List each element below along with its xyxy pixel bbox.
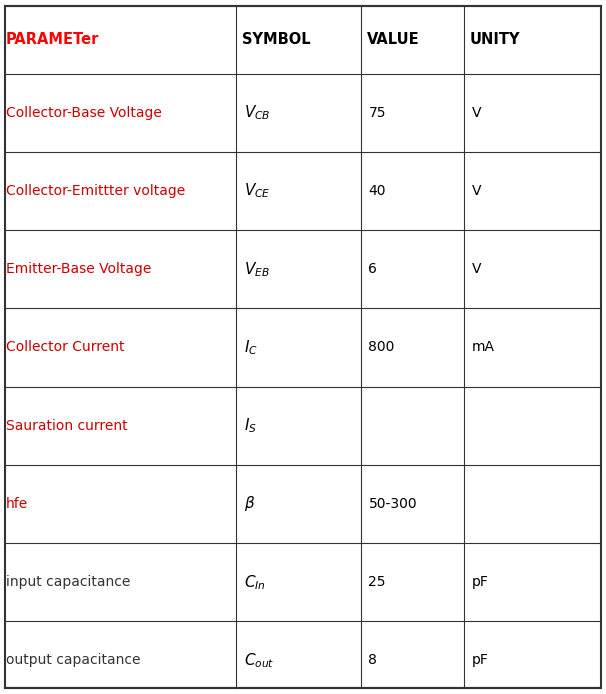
- Text: V: V: [471, 262, 481, 276]
- Text: 40: 40: [368, 184, 386, 198]
- Text: V: V: [471, 105, 481, 119]
- Text: $V_{EB}$: $V_{EB}$: [244, 260, 270, 278]
- Text: 8: 8: [368, 654, 378, 668]
- Text: $C_{out}$: $C_{out}$: [244, 651, 275, 670]
- Text: hfe: hfe: [6, 497, 28, 511]
- Text: 75: 75: [368, 105, 386, 119]
- Text: Collector Current: Collector Current: [6, 341, 125, 355]
- Text: $C_{In}$: $C_{In}$: [244, 573, 266, 591]
- Text: UNITY: UNITY: [470, 32, 520, 47]
- Text: 25: 25: [368, 575, 386, 589]
- Text: $V_{CE}$: $V_{CE}$: [244, 182, 271, 201]
- Text: 800: 800: [368, 341, 395, 355]
- Text: PARAMETer: PARAMETer: [6, 32, 99, 47]
- Text: $V_{CB}$: $V_{CB}$: [244, 103, 271, 122]
- Text: Emitter-Base Voltage: Emitter-Base Voltage: [6, 262, 152, 276]
- Text: VALUE: VALUE: [367, 32, 419, 47]
- Text: 6: 6: [368, 262, 378, 276]
- Text: output capacitance: output capacitance: [6, 654, 141, 668]
- Text: $I_{S}$: $I_{S}$: [244, 416, 257, 435]
- Text: Collector-Base Voltage: Collector-Base Voltage: [6, 105, 162, 119]
- Text: input capacitance: input capacitance: [6, 575, 130, 589]
- Text: Sauration current: Sauration current: [6, 418, 128, 432]
- Text: 50-300: 50-300: [368, 497, 417, 511]
- Text: pF: pF: [471, 654, 488, 668]
- Text: $I_{C}$: $I_{C}$: [244, 338, 258, 357]
- Text: SYMBOL: SYMBOL: [242, 32, 311, 47]
- Text: $\beta$: $\beta$: [244, 494, 256, 514]
- Text: Collector-Emittter voltage: Collector-Emittter voltage: [6, 184, 185, 198]
- Text: mA: mA: [471, 341, 494, 355]
- Text: V: V: [471, 184, 481, 198]
- Text: pF: pF: [471, 575, 488, 589]
